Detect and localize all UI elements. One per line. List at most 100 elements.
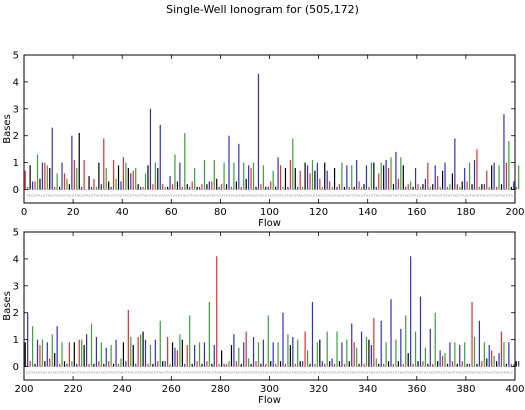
bar <box>34 363 36 367</box>
bar <box>189 315 191 367</box>
plot-area <box>24 55 515 203</box>
bar <box>314 363 316 367</box>
flow-sequence-strip: CGTACGTACGTACGTACGTACGTACGTACGTACGTACGTA… <box>26 371 513 375</box>
bar <box>54 186 56 190</box>
bar <box>98 162 100 190</box>
bar <box>233 334 235 367</box>
bar <box>429 186 431 190</box>
bar <box>211 363 213 367</box>
bar <box>439 186 441 190</box>
bar <box>444 162 446 190</box>
x-tick-label: 100 <box>260 207 279 218</box>
bar <box>368 339 370 367</box>
bar <box>407 353 409 367</box>
bar <box>309 363 311 367</box>
bar <box>331 186 333 190</box>
bar <box>316 162 318 190</box>
bar <box>240 186 242 190</box>
bar <box>125 162 127 190</box>
bar <box>277 342 279 367</box>
bar <box>387 361 390 367</box>
bar <box>149 108 152 190</box>
bar <box>221 184 223 190</box>
bar <box>201 363 203 367</box>
bar <box>194 345 196 367</box>
bar <box>171 184 174 190</box>
bar <box>400 157 402 190</box>
bar <box>184 363 186 367</box>
bar <box>473 336 476 367</box>
bar <box>410 256 412 367</box>
bar <box>385 342 387 367</box>
bar <box>319 178 321 190</box>
bar <box>95 336 98 367</box>
bar <box>427 363 429 367</box>
bar <box>292 138 294 190</box>
x-tick-label: 260 <box>162 384 181 395</box>
bar <box>439 350 441 367</box>
bar <box>375 186 377 190</box>
bar <box>132 170 134 190</box>
y-axis-label: Bases <box>2 291 13 321</box>
bar <box>167 186 169 190</box>
bar <box>130 173 132 190</box>
bar <box>424 347 426 367</box>
bar <box>130 336 132 367</box>
bar <box>370 345 372 367</box>
bar <box>164 186 166 190</box>
bar <box>446 363 449 367</box>
bar <box>500 331 503 367</box>
bar <box>400 328 402 367</box>
bar <box>157 168 159 190</box>
bar <box>208 301 210 367</box>
bar <box>481 184 483 190</box>
bar <box>137 184 139 190</box>
bar <box>270 181 272 190</box>
bar <box>407 184 409 190</box>
bar <box>27 186 29 190</box>
bar <box>508 342 510 367</box>
bar <box>304 331 306 367</box>
bar <box>483 342 485 367</box>
bar <box>505 162 508 190</box>
bar <box>171 342 174 367</box>
bar <box>275 186 277 190</box>
bar <box>230 186 233 190</box>
bar <box>248 165 250 190</box>
bar <box>329 181 331 190</box>
x-tick-label: 300 <box>260 384 279 395</box>
bar <box>289 159 291 190</box>
bar <box>402 165 404 190</box>
x-tick-label: 0 <box>21 207 27 218</box>
bar <box>142 331 144 367</box>
bar <box>297 186 299 190</box>
bar <box>341 342 343 367</box>
bar <box>279 361 282 367</box>
bar <box>36 154 39 190</box>
bar <box>459 345 461 367</box>
bar <box>422 184 424 190</box>
bar <box>86 334 88 367</box>
bar <box>468 162 471 190</box>
bar <box>68 342 71 367</box>
bar <box>326 170 328 190</box>
bar <box>495 186 498 190</box>
bar <box>510 186 512 190</box>
chart-panel-top: TACGTACGTACGTACGTACGTACGTACGTACGTACGTACG… <box>2 51 525 230</box>
bar <box>203 342 206 367</box>
x-tick-label: 80 <box>214 207 227 218</box>
bar <box>243 162 245 190</box>
bar <box>257 342 260 367</box>
bar <box>260 184 262 190</box>
bar <box>154 162 156 190</box>
bar <box>140 186 142 190</box>
bar <box>368 186 370 190</box>
bar <box>86 189 88 191</box>
bar <box>338 361 341 367</box>
bar <box>127 168 129 190</box>
bar <box>302 186 304 190</box>
bar <box>476 363 478 367</box>
bar <box>363 363 365 367</box>
bar <box>432 363 434 367</box>
